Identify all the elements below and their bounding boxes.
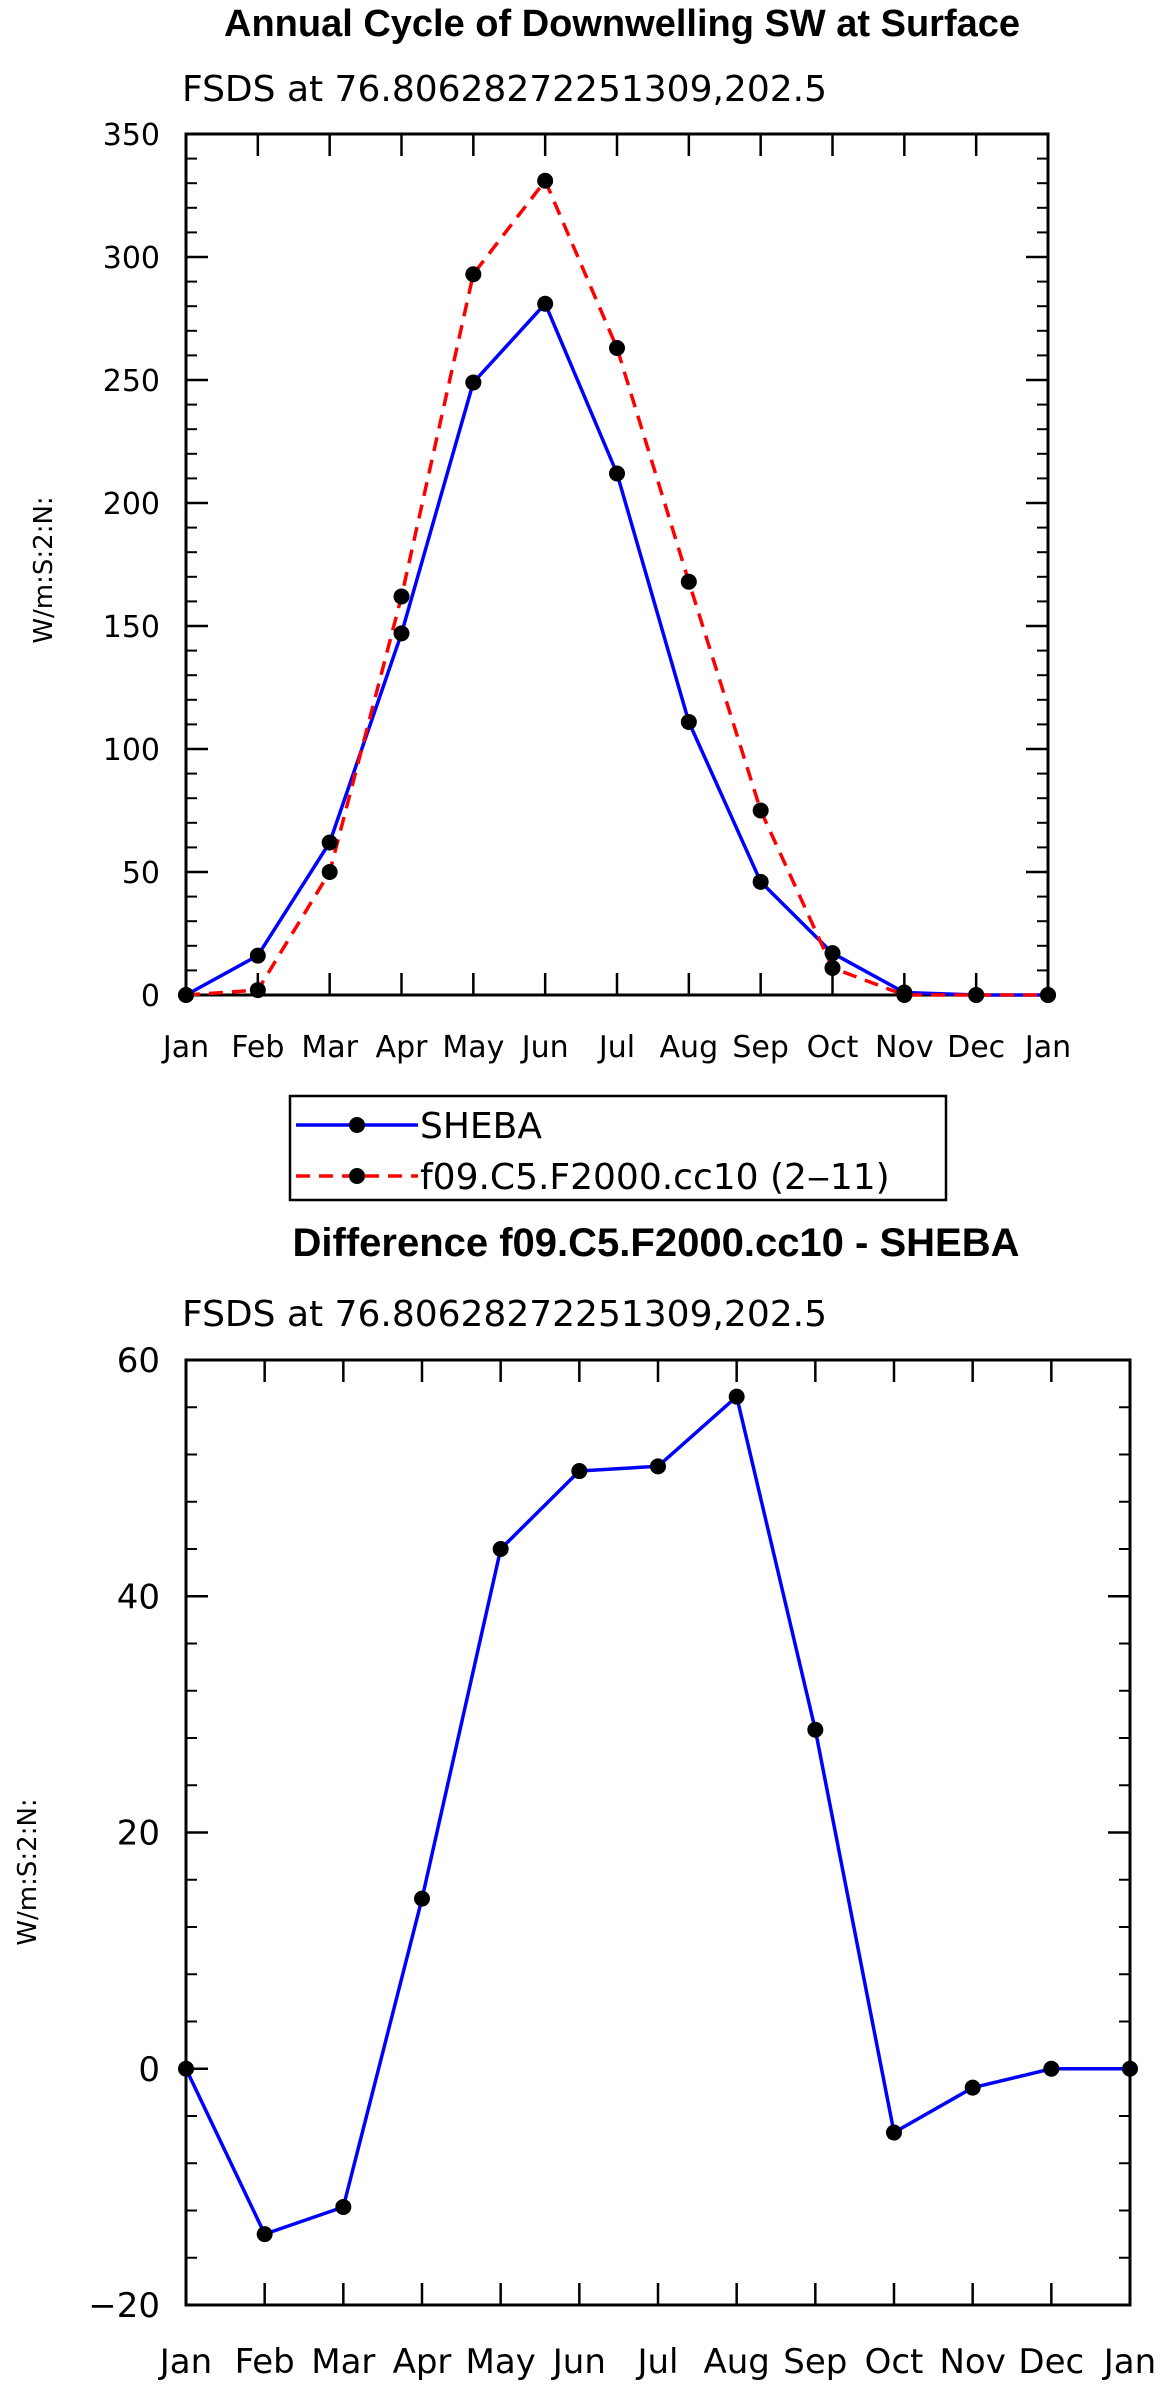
y-tick-label: 150 bbox=[103, 610, 160, 645]
chart-title: Difference f09.C5.F2000.cc10 - SHEBA bbox=[293, 1221, 1020, 1265]
data-point bbox=[537, 295, 554, 312]
y-tick-label: −20 bbox=[88, 2286, 160, 2326]
series-line-0 bbox=[184, 1394, 1130, 2236]
data-point bbox=[728, 1388, 745, 1405]
y-tick-label: 250 bbox=[103, 364, 160, 399]
x-tick-label: Sep bbox=[732, 1030, 789, 1065]
x-tick-label: Jul bbox=[597, 1030, 635, 1065]
data-point bbox=[571, 1463, 588, 1480]
x-tick-label: Jul bbox=[635, 2342, 678, 2382]
axes-layer: 0 50 100 150 200 250 300 350 Jan Feb Mar Apr May Jun J… bbox=[103, 118, 1071, 1065]
x-tick-label: Dec bbox=[1018, 2342, 1084, 2382]
data-point bbox=[393, 588, 410, 605]
axes-layer: −20 0 20 40 60 Jan Feb Mar Apr May Jun Jul Aug Sep Oct… bbox=[88, 1341, 1156, 2382]
chart-annual-cycle: Annual Cycle of Downwelling SW at Surfac… bbox=[29, 3, 1071, 1202]
data-point bbox=[896, 987, 913, 1003]
chart-subtitle: FSDS at 76.80628272251309,202.5 bbox=[182, 69, 827, 110]
y-tick-label: 300 bbox=[103, 241, 160, 276]
data-point bbox=[492, 1541, 509, 1557]
x-tick-label: Oct bbox=[865, 2342, 924, 2382]
data-point bbox=[537, 172, 554, 189]
x-tick-label: Feb bbox=[231, 1030, 284, 1065]
series-layer bbox=[178, 1388, 1138, 2243]
series-layer bbox=[178, 172, 1056, 1003]
data-point bbox=[964, 2079, 981, 2096]
data-point bbox=[968, 987, 985, 1003]
plot-frame bbox=[184, 1358, 1132, 2307]
x-tick-label: Jan bbox=[1023, 1030, 1071, 1065]
x-tick-label: Jan bbox=[1102, 2342, 1156, 2382]
y-tick-label: 20 bbox=[117, 1814, 160, 1854]
legend-label-sheba: SHEBA bbox=[420, 1106, 542, 1147]
x-tick-label: Sep bbox=[783, 2342, 847, 2382]
x-tick-label: Jun bbox=[520, 1030, 569, 1065]
chart-difference: Difference f09.C5.F2000.cc10 - SHEBA FSD… bbox=[13, 1221, 1156, 2382]
x-tick-label: Jan bbox=[158, 2342, 212, 2382]
x-tick-label: Mar bbox=[311, 2342, 375, 2382]
y-tick-label: 40 bbox=[117, 1577, 160, 1617]
y-tick-label: 60 bbox=[117, 1341, 160, 1381]
data-point bbox=[886, 2124, 902, 2141]
data-point bbox=[321, 864, 338, 880]
x-tick-label: May bbox=[466, 2342, 536, 2382]
data-point bbox=[1040, 987, 1056, 1003]
series-line-1 bbox=[185, 178, 1048, 997]
data-point bbox=[824, 945, 841, 962]
y-tick-label: 350 bbox=[103, 118, 160, 153]
data-point bbox=[414, 1890, 430, 1907]
y-tick-label: 0 bbox=[141, 979, 160, 1014]
x-tick-label: Apr bbox=[393, 2342, 452, 2382]
data-point bbox=[1122, 2060, 1138, 2077]
legend-swatch-model-marker bbox=[349, 1168, 365, 1184]
data-point bbox=[680, 573, 697, 590]
y-tick-label: 100 bbox=[103, 733, 160, 768]
x-tick-label: Oct bbox=[807, 1030, 859, 1065]
x-tick-label: Feb bbox=[235, 2342, 295, 2382]
legend-label-model: f09.C5.F2000.cc10 (2‒11) bbox=[420, 1157, 890, 1198]
data-point bbox=[807, 1721, 824, 1738]
chart-title: Annual Cycle of Downwelling SW at Surfac… bbox=[224, 3, 1020, 45]
data-point bbox=[752, 873, 769, 890]
series-line-0 bbox=[185, 301, 1048, 997]
data-point bbox=[680, 713, 697, 730]
data-point bbox=[1043, 2060, 1060, 2077]
legend-box bbox=[288, 1094, 948, 1202]
data-point bbox=[650, 1458, 666, 1475]
data-point bbox=[609, 340, 625, 357]
chart-subtitle: FSDS at 76.80628272251309,202.5 bbox=[182, 1294, 827, 1335]
x-tick-label: Jun bbox=[551, 2342, 606, 2382]
x-tick-label: Nov bbox=[875, 1030, 934, 1065]
y-tick-label: 0 bbox=[138, 2050, 160, 2090]
data-point bbox=[249, 982, 266, 999]
x-tick-label: Mar bbox=[301, 1030, 358, 1065]
x-tick-label: Dec bbox=[947, 1030, 1005, 1065]
data-point bbox=[249, 947, 266, 964]
data-point bbox=[178, 2060, 194, 2077]
data-point bbox=[321, 834, 338, 851]
data-point bbox=[393, 625, 410, 642]
x-tick-label: Apr bbox=[376, 1030, 429, 1065]
legend-swatch-sheba-marker bbox=[349, 1117, 365, 1133]
data-point bbox=[465, 374, 482, 391]
x-tick-label: Nov bbox=[939, 2342, 1005, 2382]
y-tick-label: 50 bbox=[122, 856, 160, 891]
y-axis-label: W/m:S:2:N: bbox=[13, 1798, 43, 1945]
x-tick-label: Aug bbox=[703, 2342, 769, 2382]
y-tick-label: 200 bbox=[103, 487, 160, 522]
data-point bbox=[752, 802, 769, 819]
data-point bbox=[609, 465, 625, 482]
data-point bbox=[824, 959, 841, 976]
data-point bbox=[178, 987, 194, 1003]
data-point bbox=[335, 2198, 352, 2215]
x-tick-label: Aug bbox=[660, 1030, 719, 1065]
legend: SHEBA f09.C5.F2000.cc10 (2‒11) bbox=[288, 1094, 948, 1202]
data-point bbox=[465, 266, 482, 283]
data-point bbox=[256, 2226, 273, 2243]
x-tick-label: May bbox=[442, 1030, 504, 1065]
y-axis-label: W/m:S:2:N: bbox=[29, 496, 59, 643]
x-tick-label: Jan bbox=[161, 1030, 209, 1065]
